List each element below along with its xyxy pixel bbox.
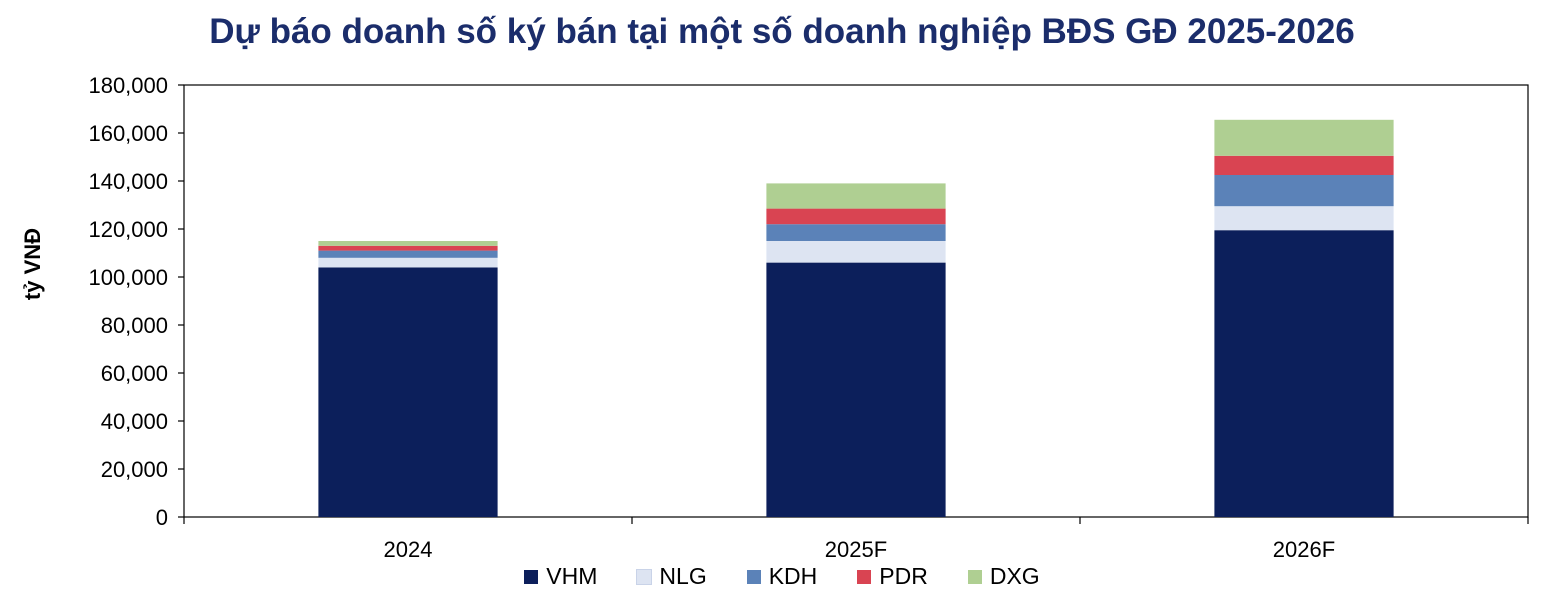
y-tick-label: 160,000 (88, 121, 168, 146)
plot-area: 0 20,000 40,000 60,000 80,000 100,000 120,000 1… (88, 73, 1529, 562)
legend-label: NLG (659, 563, 707, 589)
bar-pdr-2026f (1214, 155, 1394, 175)
y-tick-label: 100,000 (88, 265, 168, 290)
y-tick-label: 140,000 (88, 169, 168, 194)
bar-pdr-2025f (766, 208, 946, 225)
y-tick-label: 40,000 (101, 409, 168, 434)
y-tick-label: 120,000 (88, 217, 168, 242)
legend-swatch (524, 569, 539, 584)
legend-swatch (636, 568, 653, 585)
bar-dxg-2026f (1214, 119, 1394, 156)
legend: VHM NLG KDH PDR DXG (0, 563, 1564, 590)
bar-nlg-2025f (766, 241, 946, 263)
x-tick-label: 2025F (825, 537, 887, 562)
y-tick-label: 0 (156, 505, 168, 530)
bar-dxg-2025f (766, 183, 946, 209)
x-tick-label: 2024 (384, 537, 433, 562)
legend-label: DXG (989, 563, 1040, 589)
chart-title: Dự báo doanh số ký bán tại một số doanh … (209, 12, 1355, 51)
y-tick-label: 180,000 (88, 73, 168, 98)
bar-vhm-2024 (318, 267, 498, 517)
bar-kdh-2026f (1214, 175, 1394, 207)
bar-nlg-2026f (1214, 206, 1394, 231)
bar-dxg-2024 (318, 241, 498, 246)
bar-kdh-2024 (318, 250, 498, 258)
legend-label: KDH (768, 563, 818, 589)
bar-nlg-2024 (318, 257, 498, 268)
legend-label: PDR (879, 563, 928, 589)
y-tick-label: 20,000 (101, 457, 168, 482)
legend-item-dxg: DXG (967, 563, 1040, 590)
legend-swatch (967, 569, 982, 584)
legend-item-vhm: VHM (524, 563, 597, 590)
bar-vhm-2026f (1214, 230, 1394, 517)
y-axis-label: tỷ VNĐ (20, 228, 45, 300)
legend-swatch (857, 569, 872, 584)
bar-vhm-2025f (766, 262, 946, 517)
legend-item-pdr: PDR (857, 563, 928, 590)
legend-swatch (746, 569, 761, 584)
bar-pdr-2024 (318, 245, 498, 251)
legend-item-nlg: NLG (636, 563, 707, 590)
y-tick-label: 80,000 (101, 313, 168, 338)
y-tick-label: 60,000 (101, 361, 168, 386)
bar-kdh-2025f (766, 224, 946, 241)
x-tick-label: 2026F (1273, 537, 1335, 562)
legend-label: VHM (546, 563, 598, 589)
legend-item-kdh: KDH (746, 563, 818, 590)
